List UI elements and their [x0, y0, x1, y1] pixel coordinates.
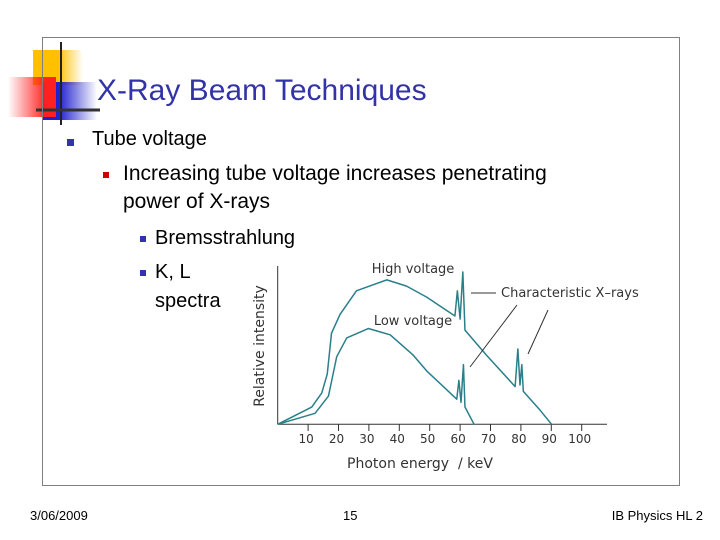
- x-tick-label: 90: [542, 432, 557, 446]
- x-tick-label: 70: [481, 432, 496, 446]
- x-tick-label: 20: [329, 432, 344, 446]
- footer-course: IB Physics HL 2: [611, 508, 703, 523]
- y-axis-label: Relative intensity: [252, 285, 268, 407]
- x-tick-label: 30: [359, 432, 374, 446]
- bullet-increasing-voltage-line1: Increasing tube voltage increases penetr…: [123, 162, 547, 185]
- slide-title: X-Ray Beam Techniques: [97, 74, 427, 107]
- x-tick-label: 50: [420, 432, 435, 446]
- sub-bullet-icon: [103, 172, 109, 178]
- x-axis-label: Photon energy / keV: [347, 456, 493, 472]
- x-tick-label: 40: [390, 432, 405, 446]
- bullet-tube-voltage: Tube voltage: [92, 128, 207, 150]
- x-tick-label: 10: [298, 432, 313, 446]
- annotation-pointer: [469, 304, 518, 368]
- bullet-bremsstrahlung: Bremsstrahlung: [155, 227, 296, 249]
- bullet-kl-line1: K, L: [155, 261, 191, 283]
- sub-sub-bullet-icon: [140, 270, 146, 276]
- bullet-icon: [67, 139, 74, 146]
- slide-logo-decoration: [8, 42, 100, 125]
- bullet-increasing-voltage-line2: power of X-rays: [123, 190, 271, 213]
- low-voltage-curve: [277, 327, 475, 426]
- footer-date: 3/06/2009: [30, 508, 88, 523]
- x-tick-label: 80: [511, 432, 526, 446]
- footer-page-number: 15: [343, 508, 358, 523]
- series-label-low: Low voltage: [374, 314, 452, 329]
- series-label-high: High voltage: [372, 262, 455, 277]
- annotation-pointer: [527, 309, 549, 355]
- bullet-kl-line2: spectra: [155, 290, 221, 312]
- high-voltage-curve: [277, 271, 553, 425]
- x-tick-label: 60: [450, 432, 465, 446]
- sub-sub-bullet-icon: [140, 236, 146, 242]
- slide-frame: [42, 37, 680, 486]
- annotation-characteristic: Characteristic X–rays: [501, 286, 639, 301]
- x-tick-label: 100: [568, 432, 591, 446]
